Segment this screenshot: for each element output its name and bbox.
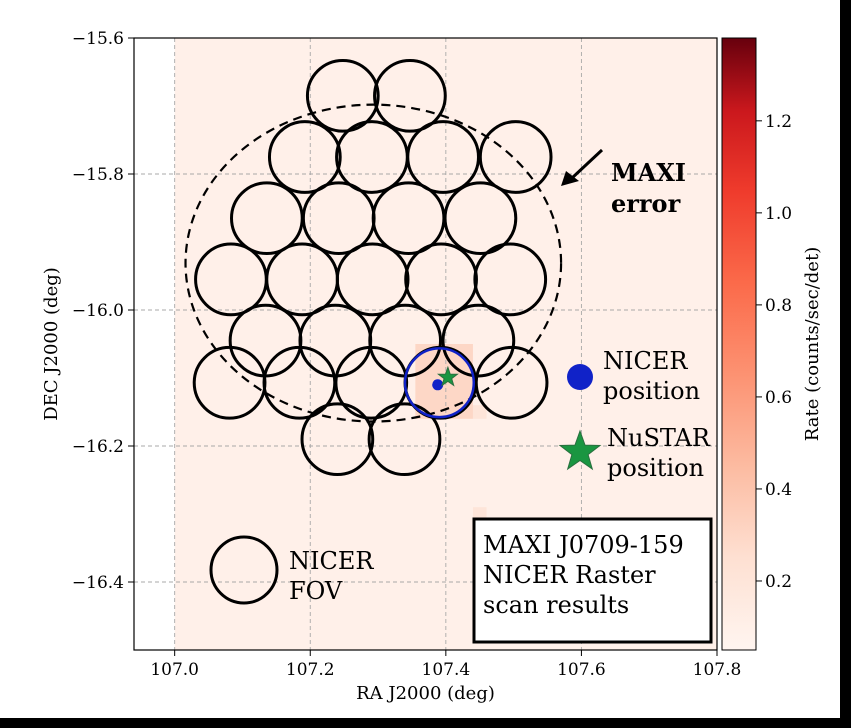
fov-circle bbox=[478, 120, 553, 194]
fov-circle bbox=[300, 402, 375, 477]
nicer-position-label: position bbox=[603, 377, 700, 405]
x-axis-label: RA J2000 (deg) bbox=[356, 683, 495, 704]
raster-scan-chart: MAXIerrorNICERpositionNuSTARpositionNICE… bbox=[41, 29, 823, 704]
colorbar-tick-label: 0.8 bbox=[765, 296, 792, 316]
fov-circle bbox=[404, 242, 478, 317]
nustar-position-label: position bbox=[607, 454, 704, 482]
maxi-error-arrow-line bbox=[570, 148, 604, 180]
nicer-fov-label: FOV bbox=[289, 577, 343, 605]
nicer-legend-marker bbox=[567, 364, 593, 390]
fov-circle bbox=[267, 120, 342, 194]
nicer-position-label: NICER bbox=[603, 347, 688, 375]
fov-circle bbox=[305, 58, 380, 133]
maxi-error-arrow-head bbox=[561, 171, 579, 186]
annotations: MAXIerrorNICERpositionNuSTARpositionNICE… bbox=[209, 148, 713, 644]
fov-circle bbox=[443, 181, 518, 256]
fov-circle bbox=[334, 345, 409, 420]
fov-circle bbox=[474, 345, 549, 420]
x-tick-label: 107.0 bbox=[150, 660, 199, 680]
source-fov-circle bbox=[403, 347, 476, 419]
fov-circle bbox=[335, 242, 410, 317]
fov-circle bbox=[367, 402, 442, 477]
info-box-text: scan results bbox=[483, 591, 629, 619]
rate-pixel bbox=[472, 405, 487, 419]
nicer-fov-legend-circle bbox=[209, 535, 279, 605]
x-tick-label: 107.8 bbox=[693, 660, 742, 680]
maxi-error-label: MAXI bbox=[611, 158, 686, 187]
x-tick-label: 107.2 bbox=[286, 660, 335, 680]
colorbar-label: Rate (counts/sec/det) bbox=[802, 247, 823, 441]
nicer-fov-label: NICER bbox=[289, 547, 374, 575]
colorbar-tick-label: 0.2 bbox=[765, 572, 792, 592]
y-tick-label: −16.2 bbox=[72, 437, 124, 457]
fov-circle bbox=[406, 120, 480, 194]
colorbar-tick-label: 0.4 bbox=[765, 480, 792, 500]
fov-circle bbox=[441, 303, 516, 378]
y-tick-label: −15.6 bbox=[72, 29, 124, 49]
figure-panel: MAXI error NICER position NuSTAR position NICE… bbox=[0, 0, 840, 718]
info-box-text: MAXI J0709-159 bbox=[483, 531, 684, 559]
x-tick-label: 107.6 bbox=[557, 660, 606, 680]
nicer-position-marker bbox=[432, 379, 444, 391]
y-tick-label: −16.4 bbox=[72, 573, 124, 593]
colorbar: 0.2 0.4 0.6 0.8 1.0 1.2 Rate (counts/sec/det) bbox=[721, 37, 823, 651]
x-tick-label: 107.4 bbox=[422, 660, 471, 680]
colorbar-tick-label: 1.0 bbox=[765, 204, 792, 224]
y-tick-label: −16.0 bbox=[72, 301, 124, 321]
plot-frame bbox=[133, 37, 718, 651]
colorbar-gradient bbox=[721, 37, 757, 651]
colorbar-tick-label: 1.2 bbox=[765, 112, 792, 132]
axes: 107.0 107.2 107.4 107.6 107.8 −15.6 −15.8 −16.0… bbox=[41, 29, 741, 704]
y-axis-label: DEC J2000 (deg) bbox=[41, 267, 62, 421]
y-tick-label: −15.8 bbox=[72, 165, 124, 185]
maxi-error-label: error bbox=[611, 189, 681, 218]
info-box bbox=[472, 517, 713, 644]
colorbar-tick-label: 0.6 bbox=[765, 388, 792, 408]
fov-circle bbox=[473, 242, 548, 317]
nustar-position-marker bbox=[436, 365, 459, 387]
fov-circle bbox=[373, 58, 447, 133]
fov-circles bbox=[184, 58, 563, 477]
info-box-text: NICER Raster bbox=[483, 561, 656, 589]
nustar-position-label: NuSTAR bbox=[607, 424, 711, 452]
nustar-legend-marker bbox=[558, 429, 602, 471]
source-markers bbox=[432, 365, 459, 391]
